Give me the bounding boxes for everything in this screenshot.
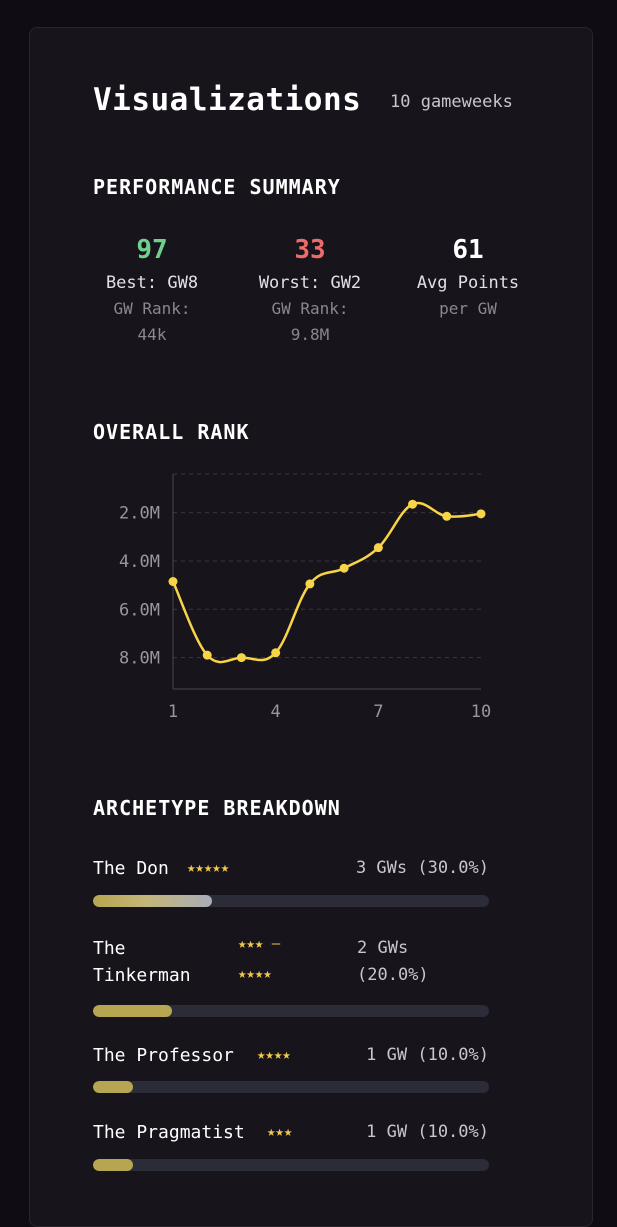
worst-value: 33 [294,235,326,265]
archetype-name: The Professor [93,1045,234,1066]
performance-summary-heading: PERFORMANCE SUMMARY [93,175,341,199]
visualizations-card [29,27,593,1227]
chart-data-point [408,499,418,509]
overall-rank-chart: 2.0M 4.0M 6.0M 8.0M 1 4 7 10 [119,473,491,722]
chart-y-tick-label: 8.0M [119,649,160,669]
archetype-bar-track [93,1005,489,1017]
archetype-bar-fill [93,1005,173,1017]
archetype-bar-track [93,895,489,907]
best-stat: 97 Best: GW8 GW Rank: 44k [77,234,227,348]
avg-sub-label: per GW [439,299,497,318]
chart-data-point [236,653,246,663]
archetype-stars: ★★★★ [257,1047,291,1063]
best-rank-label: GW Rank: [113,299,191,318]
best-label: Best: GW8 [105,273,199,293]
archetype-bar-track [93,1081,489,1093]
archetype-breakdown-heading: ARCHETYPE BREAKDOWN [93,796,341,820]
avg-label: Avg Points [416,273,520,293]
chart-data-point [168,577,178,586]
archetype-count-line2: (20.0%) [357,965,429,985]
archetype-count: 3 GWs (30.0%) [355,858,489,878]
archetype-count: 1 GW (10.0%) [366,1122,489,1142]
chart-x-tick-label: 10 [471,702,491,722]
page-title: Visualizations [93,82,362,118]
worst-rank-value: 9.8M [290,325,330,344]
worst-stat: 33 Worst: GW2 GW Rank: 9.8M [235,234,385,348]
archetype-bar-fill [93,1159,133,1171]
chart-y-tick-label: 6.0M [119,600,160,620]
chart-x-tick-label: 4 [271,702,281,722]
chart-data-point [442,511,452,521]
worst-label: Worst: GW2 [258,273,362,293]
chart-data-point [476,509,486,519]
worst-rank-label: GW Rank: [271,299,349,318]
archetype-bar-fill [93,895,212,907]
archetype-name-line2: Tinkerman [93,965,191,986]
chart-data-point [373,543,383,553]
avg-value: 61 [452,235,484,265]
archetype-stars-line2: ★★★★ [238,966,272,982]
chart-y-tick-label: 4.0M [119,552,160,572]
gameweeks-count: 10 gameweeks [390,92,513,112]
chart-y-tick-label: 2.0M [119,504,160,524]
best-rank-value: 44k [137,325,167,344]
archetype-name: The Don [93,858,169,879]
chart-data-point [271,648,281,658]
chart-x-tick-label: 1 [168,702,178,722]
archetype-stars-line1: ★★★ – [238,936,281,952]
chart-data-point [339,563,349,573]
archetype-name-line1: The [93,938,126,959]
archetype-stars: ★★★★★ [187,860,230,876]
chart-rank-line [171,501,482,664]
chart-x-tick-label: 7 [373,702,383,722]
chart-data-point [202,650,212,660]
avg-stat: 61 Avg Points per GW [393,234,543,322]
best-value: 97 [136,235,168,265]
archetype-count: 1 GW (10.0%) [366,1045,489,1065]
archetype-stars: ★★★ [267,1124,293,1140]
archetype-name: The Pragmatist [93,1122,245,1143]
chart-data-point [305,579,315,589]
overall-rank-heading: OVERALL RANK [93,420,250,444]
archetype-bar-track [93,1159,489,1171]
archetype-count-line1: 2 GWs [357,938,409,958]
archetype-bar-fill [93,1081,133,1093]
